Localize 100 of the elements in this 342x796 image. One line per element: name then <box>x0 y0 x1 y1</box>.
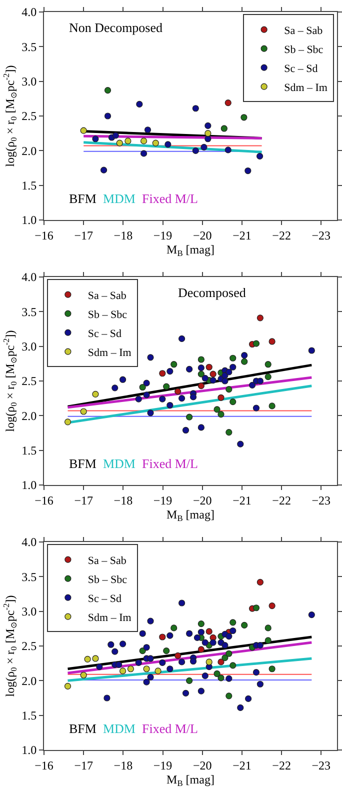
point <box>241 352 248 359</box>
x-tick-label: −21 <box>232 758 252 772</box>
point <box>264 361 272 368</box>
point <box>186 677 193 684</box>
x-tick-label: −18 <box>114 228 133 242</box>
point <box>256 152 264 160</box>
point <box>147 674 154 680</box>
point <box>198 628 204 636</box>
text: MDM <box>102 191 136 206</box>
point <box>308 612 315 618</box>
point <box>226 650 232 657</box>
point <box>139 648 146 654</box>
point <box>112 384 118 392</box>
point <box>256 578 264 586</box>
point <box>237 440 244 448</box>
x-tick-label: −22 <box>272 758 291 772</box>
x-tick-label: −19 <box>153 228 172 242</box>
annotation: Decomposed <box>178 285 246 300</box>
point <box>159 659 166 666</box>
y-tick-label: 1.5 <box>22 444 37 458</box>
point <box>143 380 150 386</box>
x-tick-label: −22 <box>272 493 291 508</box>
y-tick-label: 1.5 <box>22 178 37 193</box>
x-tick-label: −17 <box>74 758 93 772</box>
text: Fixed M/L <box>142 721 198 736</box>
point <box>192 147 199 154</box>
legend-label: Sc – Sd <box>284 62 318 75</box>
x-tick-label: −23 <box>312 758 331 772</box>
y-tick-label: 1.5 <box>22 708 37 723</box>
legend-label: Sa – Sab <box>88 290 127 302</box>
point <box>206 658 212 666</box>
text: BFM <box>69 191 97 206</box>
x-tick-label: −21 <box>232 228 252 242</box>
point <box>140 150 148 157</box>
x-tick-label: −16 <box>34 228 54 242</box>
point <box>206 364 212 370</box>
point <box>174 652 182 660</box>
point <box>143 678 150 686</box>
point <box>226 675 232 682</box>
point <box>198 688 204 694</box>
point <box>104 87 112 94</box>
point <box>264 374 272 380</box>
y-tick-label: 3.5 <box>22 40 37 54</box>
point <box>256 378 264 384</box>
x-axis-title: M$_{B}$ [mag] <box>166 772 214 788</box>
point <box>264 637 272 644</box>
legend-label: Sa – Sab <box>88 554 127 567</box>
point <box>198 620 204 628</box>
point <box>143 666 150 672</box>
point <box>135 396 142 402</box>
point <box>230 364 236 370</box>
point <box>252 604 260 612</box>
y-tick-label: 2.5 <box>22 109 37 124</box>
point <box>222 378 228 384</box>
point <box>186 630 193 637</box>
point <box>64 682 72 690</box>
point <box>252 340 260 347</box>
point <box>124 138 132 144</box>
y-tick-label: 1.0 <box>22 213 37 228</box>
point <box>182 690 190 696</box>
text: BFM <box>69 456 97 471</box>
point <box>140 138 148 144</box>
point <box>139 630 146 637</box>
point <box>147 618 154 624</box>
point <box>244 167 252 174</box>
point <box>214 406 220 413</box>
point <box>241 622 248 628</box>
point <box>224 100 232 106</box>
text: MDM <box>102 721 136 736</box>
point <box>206 628 212 635</box>
text: MDM <box>102 456 136 471</box>
point <box>218 674 224 682</box>
y-tick-label: 4.0 <box>22 535 37 550</box>
point <box>204 136 212 142</box>
point <box>108 641 114 648</box>
point <box>230 662 236 669</box>
point <box>112 648 118 655</box>
point <box>144 126 152 134</box>
point <box>268 338 276 345</box>
point <box>237 704 244 712</box>
point <box>200 144 208 150</box>
point <box>92 390 99 398</box>
point <box>135 659 142 666</box>
point <box>218 410 224 418</box>
y-tick-label: 1.0 <box>22 743 37 758</box>
point <box>84 656 91 662</box>
y-tick-label: 3.5 <box>22 304 37 319</box>
point <box>198 382 204 390</box>
x-tick-label: −22 <box>272 228 291 242</box>
point <box>119 640 126 648</box>
point <box>170 624 178 632</box>
point <box>96 664 103 670</box>
point <box>252 404 260 412</box>
y-tick-label: 3.0 <box>22 604 37 619</box>
point <box>224 146 232 154</box>
text: BFM <box>69 721 97 736</box>
point <box>218 394 224 401</box>
legend-label: Sc – Sd <box>88 328 122 340</box>
point <box>127 666 134 672</box>
point <box>248 382 256 388</box>
